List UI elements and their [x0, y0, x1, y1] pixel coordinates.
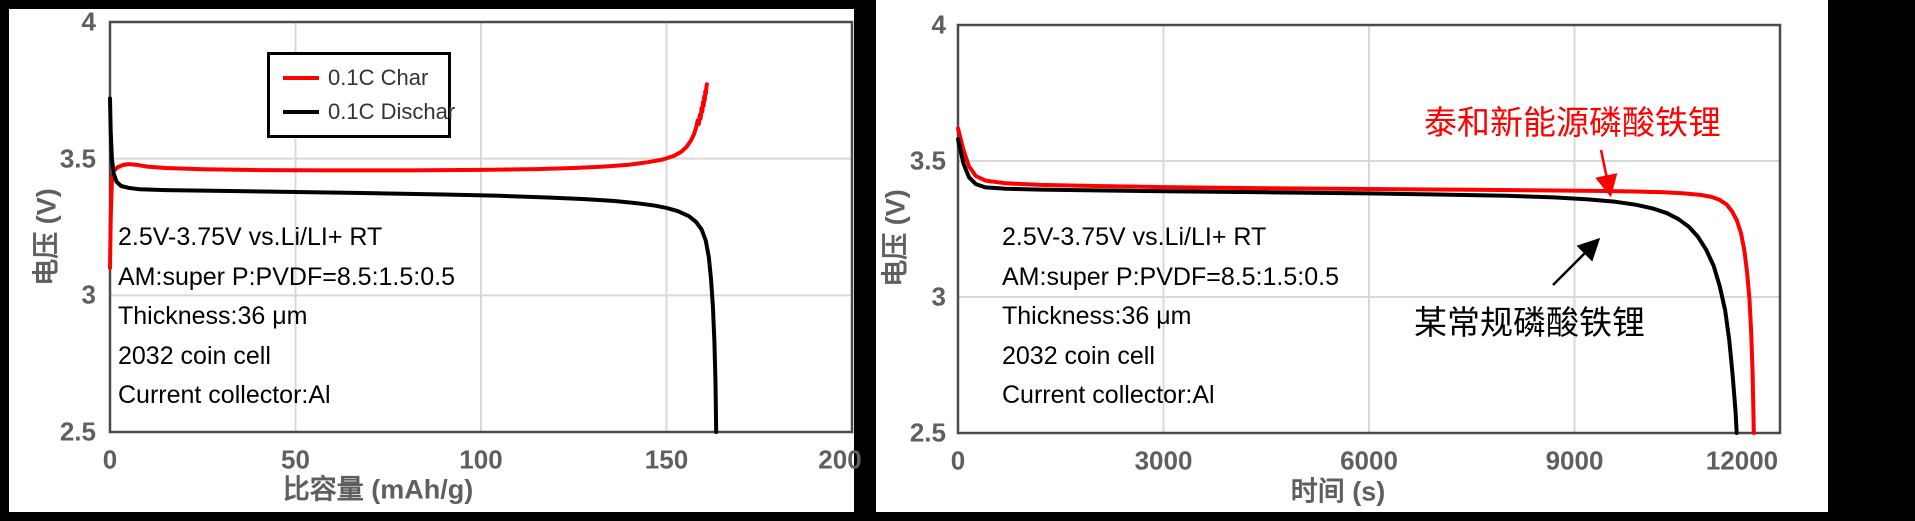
annotation-line: AM:super P:PVDF=8.5:1.5:0.5: [118, 262, 455, 291]
x-tick-label: 0: [102, 444, 118, 475]
frame-bottom-bar: [0, 512, 1915, 521]
annotation-line: Current collector:Al: [1002, 381, 1215, 409]
x-tick-label: 50: [281, 444, 310, 475]
legend-label-charge: 0.1C Char: [328, 65, 429, 90]
legend-swatch-charge: [283, 76, 319, 80]
x-tick-label: 0: [950, 445, 966, 476]
x-tick-label: 3000: [1134, 445, 1193, 476]
x-tick-label: 12000: [1705, 445, 1779, 476]
legend: 0.1C Char 0.1C Dischar: [267, 52, 455, 138]
x-tick-label: 9000: [1545, 445, 1604, 476]
left-chart-y-axis-title: 电压 (V): [31, 188, 62, 286]
legend-item-charge: 0.1C Char: [283, 65, 448, 91]
y-tick-label: 2.5: [59, 416, 96, 447]
annotation-line: 2032 coin cell: [118, 341, 271, 370]
y-tick-label: 3.5: [59, 143, 96, 174]
annotation-line: 2.5V-3.75V vs.Li/LI+ RT: [118, 223, 383, 251]
right-chart-x-axis-title: 时间 (s): [1290, 476, 1386, 507]
y-tick-label: 4: [931, 9, 946, 40]
y-tick-label: 2.5: [909, 417, 946, 448]
x-tick-label: 100: [459, 444, 503, 475]
y-tick-label: 3: [81, 279, 96, 310]
annotation-line: 2.5V-3.75V vs.Li/LI+ RT: [1002, 223, 1267, 251]
frame-top-bar: [0, 0, 876, 9]
frame-divider-bar: [854, 0, 876, 513]
left-chart-annotations: 2.5V-3.75V vs.Li/LI+ RT AM:super P:PVDF=…: [118, 218, 455, 416]
legend-item-discharge: 0.1C Dischar: [283, 99, 455, 125]
annotation-line: Thickness:36 μm: [118, 302, 308, 330]
right-chart-y-axis-title: 电压 (V): [880, 189, 911, 287]
legend-label-discharge: 0.1C Dischar: [328, 99, 456, 124]
annotation-line: Thickness:36 μm: [1002, 302, 1192, 330]
legend-swatch-discharge: [283, 110, 319, 114]
x-tick-label: 6000: [1340, 445, 1398, 476]
y-tick-label: 3: [931, 281, 946, 312]
annotation-line: AM:super P:PVDF=8.5:1.5:0.5: [1002, 262, 1339, 291]
frame-right-band: [1828, 0, 1915, 521]
right-chart-annotations: 2.5V-3.75V vs.Li/LI+ RT AM:super P:PVDF=…: [1002, 218, 1339, 416]
callout-taihe-lfp: 泰和新能源磷酸铁锂: [1424, 104, 1721, 141]
callout-conventional-lfp: 某常规磷酸铁锂: [1414, 304, 1645, 341]
y-tick-label: 3.5: [909, 145, 946, 176]
annotation-line: Current collector:Al: [118, 381, 331, 409]
x-tick-label: 200: [818, 444, 862, 475]
x-tick-label: 150: [644, 444, 689, 475]
frame-left-bar: [0, 0, 9, 513]
left-chart-x-axis-title: 比容量 (mAh/g): [282, 474, 474, 505]
y-tick-label: 4: [81, 6, 96, 37]
annotation-line: 2032 coin cell: [1002, 341, 1155, 370]
